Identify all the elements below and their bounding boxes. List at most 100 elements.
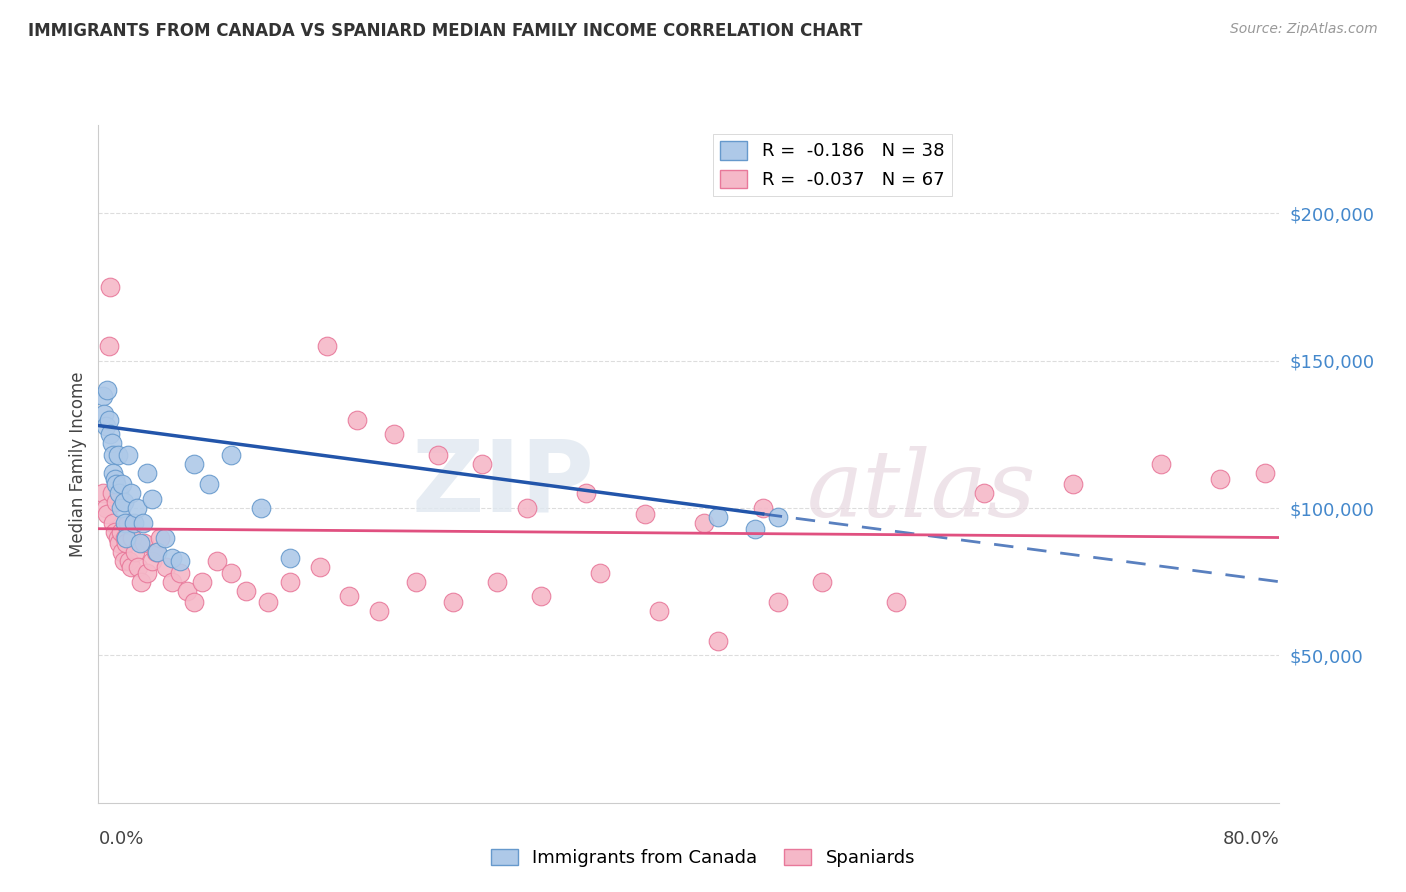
Point bbox=[107, 531, 129, 545]
Legend: Immigrants from Canada, Spaniards: Immigrants from Canada, Spaniards bbox=[484, 841, 922, 874]
Point bbox=[405, 574, 427, 589]
Point bbox=[117, 448, 139, 462]
Point bbox=[751, 501, 773, 516]
Point bbox=[114, 516, 136, 530]
Point bbox=[205, 554, 228, 568]
Point bbox=[530, 590, 553, 604]
Text: Source: ZipAtlas.com: Source: ZipAtlas.com bbox=[1230, 22, 1378, 37]
Point bbox=[973, 486, 995, 500]
Point bbox=[155, 560, 177, 574]
Point bbox=[219, 566, 242, 580]
Point bbox=[176, 583, 198, 598]
Text: 80.0%: 80.0% bbox=[1223, 830, 1279, 848]
Point bbox=[648, 604, 671, 618]
Point bbox=[104, 472, 127, 486]
Point bbox=[93, 407, 115, 421]
Point bbox=[766, 509, 789, 524]
Point bbox=[100, 436, 122, 450]
Point bbox=[1254, 466, 1277, 480]
Text: atlas: atlas bbox=[807, 446, 1036, 536]
Point bbox=[128, 536, 150, 550]
Point bbox=[257, 595, 280, 609]
Point bbox=[124, 545, 146, 559]
Point bbox=[117, 516, 139, 530]
Point bbox=[132, 516, 155, 530]
Point bbox=[105, 477, 128, 491]
Point bbox=[278, 551, 302, 566]
Point bbox=[120, 560, 142, 574]
Point bbox=[103, 516, 125, 530]
Point bbox=[108, 536, 131, 550]
Point bbox=[471, 457, 494, 471]
Point bbox=[136, 466, 159, 480]
Point bbox=[97, 412, 120, 426]
Point bbox=[149, 531, 172, 545]
Point bbox=[100, 486, 122, 500]
Point bbox=[91, 389, 114, 403]
Point bbox=[278, 574, 302, 589]
Point bbox=[1209, 472, 1232, 486]
Point bbox=[115, 536, 138, 550]
Point bbox=[146, 545, 169, 559]
Point bbox=[766, 595, 789, 609]
Point bbox=[744, 522, 766, 536]
Point bbox=[122, 516, 145, 530]
Text: IMMIGRANTS FROM CANADA VS SPANIARD MEDIAN FAMILY INCOME CORRELATION CHART: IMMIGRANTS FROM CANADA VS SPANIARD MEDIA… bbox=[28, 22, 862, 40]
Point bbox=[515, 501, 537, 516]
Point bbox=[110, 501, 132, 516]
Point bbox=[169, 554, 191, 568]
Point bbox=[309, 560, 332, 574]
Point bbox=[97, 339, 120, 353]
Point bbox=[219, 448, 242, 462]
Point bbox=[693, 516, 716, 530]
Point bbox=[103, 448, 125, 462]
Point bbox=[368, 604, 391, 618]
Point bbox=[108, 486, 131, 500]
Point bbox=[111, 477, 134, 491]
Point bbox=[110, 524, 132, 539]
Point bbox=[191, 574, 214, 589]
Point bbox=[121, 531, 143, 545]
Point bbox=[91, 486, 114, 500]
Point bbox=[136, 566, 159, 580]
Point bbox=[250, 501, 273, 516]
Point bbox=[339, 590, 360, 604]
Point bbox=[316, 339, 339, 353]
Point bbox=[441, 595, 464, 609]
Point bbox=[198, 477, 221, 491]
Point bbox=[162, 551, 183, 566]
Point bbox=[96, 383, 118, 397]
Point bbox=[486, 574, 509, 589]
Y-axis label: Median Family Income: Median Family Income bbox=[69, 371, 87, 557]
Point bbox=[141, 554, 163, 568]
Point bbox=[94, 418, 117, 433]
Point bbox=[129, 574, 152, 589]
Point bbox=[103, 466, 125, 480]
Point bbox=[1150, 457, 1173, 471]
Point bbox=[94, 501, 117, 516]
Point bbox=[633, 507, 655, 521]
Legend: R =  -0.186   N = 38, R =  -0.037   N = 67: R = -0.186 N = 38, R = -0.037 N = 67 bbox=[713, 134, 952, 196]
Point bbox=[118, 554, 141, 568]
Point bbox=[127, 560, 149, 574]
Point bbox=[169, 566, 191, 580]
Point bbox=[707, 509, 730, 524]
Point bbox=[96, 507, 118, 521]
Point bbox=[112, 554, 135, 568]
Point bbox=[589, 566, 612, 580]
Point bbox=[125, 501, 148, 516]
Point bbox=[707, 633, 730, 648]
Point bbox=[145, 545, 167, 559]
Point bbox=[574, 486, 596, 500]
Point bbox=[141, 492, 163, 507]
Point bbox=[111, 545, 134, 559]
Point bbox=[235, 583, 257, 598]
Point bbox=[120, 486, 142, 500]
Text: ZIP: ZIP bbox=[412, 435, 595, 533]
Point bbox=[104, 524, 127, 539]
Point bbox=[112, 495, 135, 509]
Point bbox=[134, 536, 156, 550]
Point bbox=[115, 531, 138, 545]
Point bbox=[810, 574, 832, 589]
Point bbox=[183, 595, 205, 609]
